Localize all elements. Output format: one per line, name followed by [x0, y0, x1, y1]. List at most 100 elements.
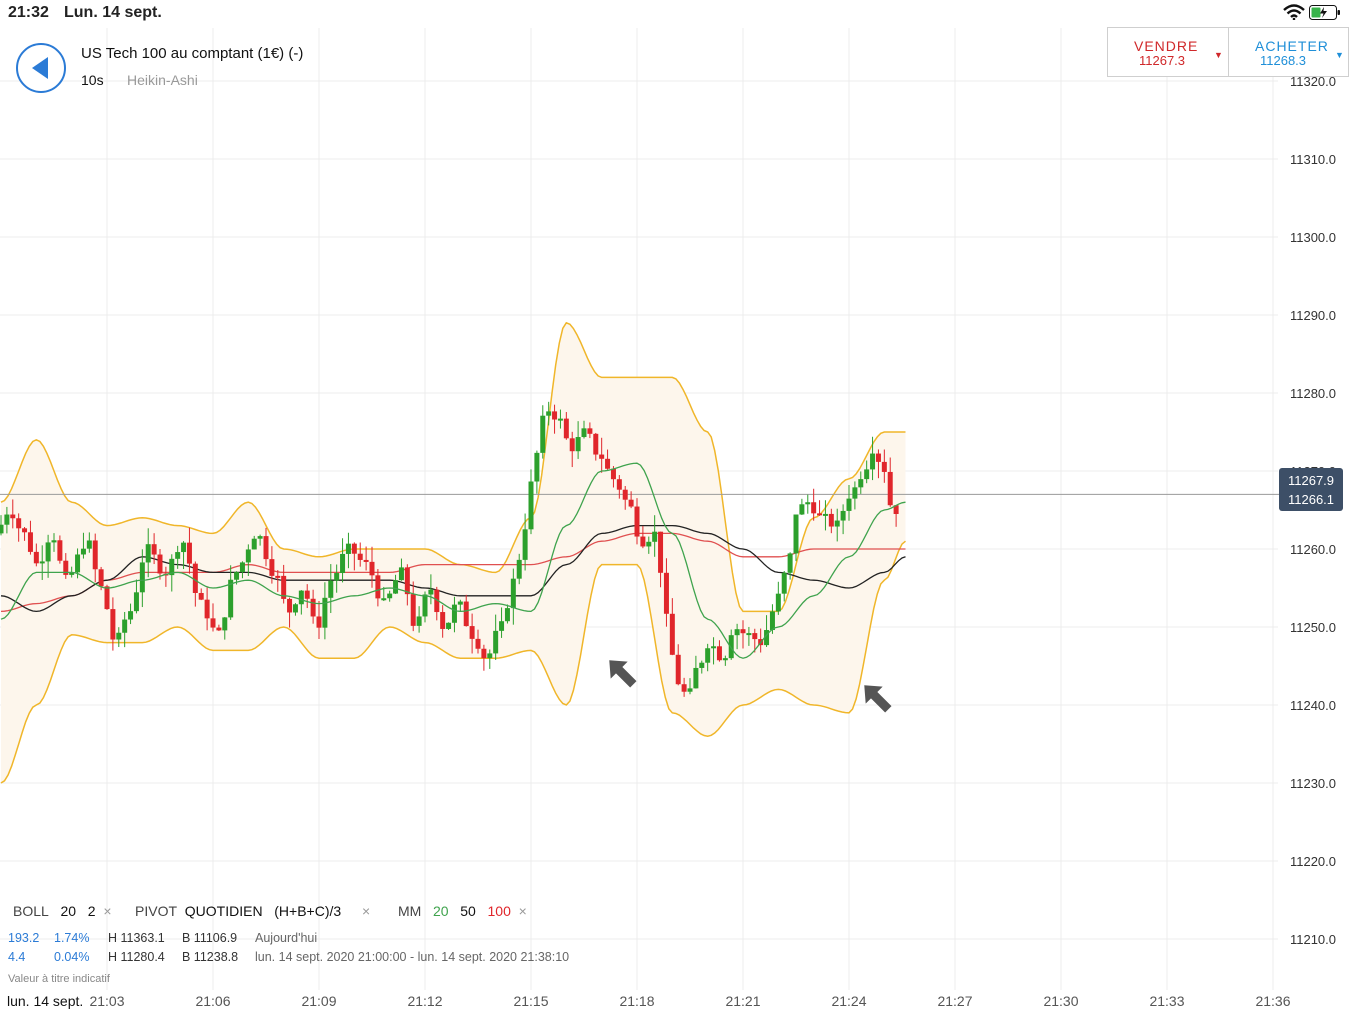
price-tag-lower: 11266.1	[1288, 492, 1334, 507]
candle-body	[675, 654, 681, 685]
candle-body	[828, 513, 834, 527]
remove-pivot-wrap[interactable]: ×	[362, 903, 370, 919]
sell-button[interactable]: VENDRE 11267.3 ▼	[1108, 28, 1229, 76]
buy-button[interactable]: ACHETER 11268.3 ▼	[1229, 28, 1349, 76]
candle-body	[69, 572, 75, 575]
y-tick-label: 11300.0	[1290, 230, 1336, 245]
buy-price: 11268.3	[1260, 53, 1307, 68]
candle-body	[139, 562, 145, 593]
candle-body	[128, 611, 134, 620]
buy-caret-icon[interactable]: ▼	[1335, 50, 1344, 60]
candle-body	[92, 540, 98, 570]
candle-body	[499, 621, 505, 631]
sell-caret-icon[interactable]: ▼	[1214, 50, 1223, 60]
candle-body	[752, 633, 758, 640]
candle-body	[610, 468, 616, 480]
candle-body	[528, 481, 534, 530]
candle-body	[57, 540, 63, 561]
candle-body	[546, 411, 552, 416]
candle-body	[116, 632, 122, 640]
candle-body	[811, 502, 817, 514]
candle-body	[846, 498, 852, 511]
legend-mm[interactable]: MM 20 50 100 ×	[398, 903, 527, 919]
candle-body	[440, 612, 446, 629]
candle-body	[616, 479, 622, 490]
candle-body	[263, 536, 269, 560]
boll-deviation: 2	[87, 903, 96, 919]
instrument-title: US Tech 100 au comptant (1€) (-)	[81, 45, 304, 62]
candle-body	[104, 586, 110, 610]
bollinger-band-fill	[1, 322, 906, 783]
candle-body	[357, 553, 363, 560]
mm100-label: 100	[487, 903, 511, 919]
candle-body	[599, 454, 605, 459]
candle-body	[192, 563, 198, 593]
x-tick-label: 21:18	[619, 993, 654, 1009]
legend-pivot[interactable]: PIVOT QUOTIDIEN (H+B+C)/3	[135, 903, 341, 919]
x-tick-label: 21:06	[195, 993, 230, 1009]
candle-body	[410, 594, 416, 626]
candle-body	[251, 538, 257, 550]
candle-body	[852, 487, 858, 499]
candle-body	[27, 532, 33, 552]
x-axis: 21:03 21:06 21:09 21:12 21:15 21:18 21:21 21:24…	[89, 993, 1290, 1009]
sell-price: 11267.3	[1139, 53, 1186, 68]
moving-average-100-line	[0, 532, 906, 613]
candle-body	[681, 684, 687, 692]
candle-body	[422, 594, 428, 617]
indicative-note: Valeur à titre indicatif	[8, 973, 110, 985]
candle-body	[870, 453, 876, 470]
candle-body	[634, 506, 640, 537]
moving-average-20-line	[0, 462, 906, 659]
wifi-icon	[1283, 4, 1305, 20]
x-tick-label: 21:33	[1149, 993, 1184, 1009]
y-tick-label: 11220.0	[1290, 854, 1336, 869]
legend-boll[interactable]: BOLL 20 2 ×	[13, 903, 112, 919]
candle-body	[334, 573, 340, 581]
candle-body	[587, 428, 593, 434]
arrow-icon	[864, 685, 892, 713]
candle-body	[186, 542, 192, 564]
candle-body	[887, 471, 893, 506]
candle-body	[222, 617, 228, 631]
candle-body	[281, 575, 287, 599]
candle-body	[475, 638, 481, 649]
candle-body	[45, 542, 51, 562]
candle-body	[275, 575, 281, 578]
candle-body	[51, 540, 57, 543]
candle-body	[893, 505, 899, 514]
y-tick-label: 11250.0	[1290, 620, 1336, 635]
chart-type-selector[interactable]: Heikin-Ashi	[127, 72, 198, 88]
candle-body	[687, 688, 693, 692]
candle-body	[122, 619, 128, 633]
candle-body	[605, 458, 611, 469]
interval-selector[interactable]: 10s	[81, 72, 104, 88]
pivot-formula: (H+B+C)/3	[274, 903, 342, 919]
candle-body	[10, 514, 16, 519]
status-bar: 21:32 Lun. 14 sept.	[0, 0, 1350, 26]
candle-body	[622, 489, 628, 500]
back-button[interactable]	[16, 43, 66, 93]
sell-label: VENDRE	[1134, 38, 1199, 54]
high-1: H 11363.1	[108, 931, 165, 945]
x-tick-label: 21:12	[407, 993, 442, 1009]
candle-body	[181, 542, 187, 553]
x-tick-label: 21:36	[1255, 993, 1290, 1009]
candle-body	[428, 589, 434, 595]
candle-body	[39, 561, 45, 564]
candle-body	[875, 453, 881, 462]
candle-body	[86, 540, 92, 549]
period-1: Aujourd'hui	[255, 931, 318, 945]
candle-body	[351, 543, 357, 554]
x-tick-label: 21:03	[89, 993, 124, 1009]
remove-mm-icon[interactable]: ×	[518, 903, 527, 919]
candle-body	[593, 433, 599, 455]
candle-body	[781, 572, 787, 594]
candle-body	[516, 559, 522, 579]
candle-body	[740, 629, 746, 634]
candle-body	[80, 548, 86, 555]
remove-boll-icon[interactable]: ×	[103, 903, 112, 919]
remove-pivot-icon[interactable]: ×	[362, 903, 371, 919]
x-tick-label: 21:24	[831, 993, 866, 1009]
